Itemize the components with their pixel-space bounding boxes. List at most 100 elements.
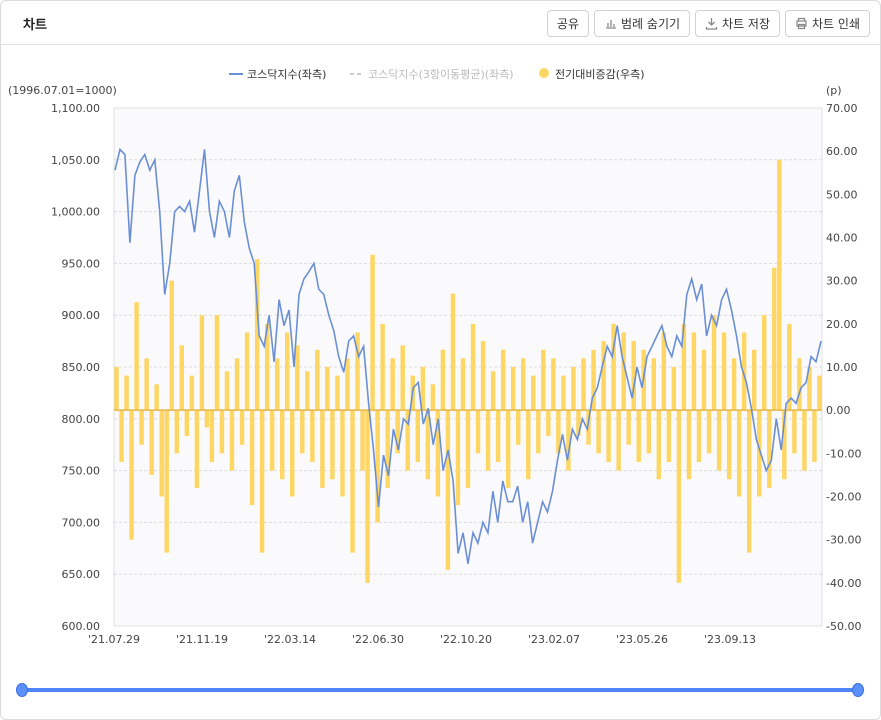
right-tick-label: -50.00	[826, 620, 861, 633]
change-bar	[746, 410, 752, 553]
change-bar	[219, 410, 225, 454]
right-tick-label: 50.00	[826, 188, 858, 201]
change-bar	[701, 349, 707, 411]
change-bar	[777, 159, 782, 411]
index-line	[114, 147, 822, 564]
x-tick-label: '22.03.14	[264, 633, 316, 646]
change-bar	[375, 410, 380, 523]
change-bar	[350, 410, 355, 553]
change-bar	[621, 332, 626, 411]
change-bar	[290, 410, 295, 497]
legend: 코스닥지수(좌측) 코스닥지수(3항이동평균)(좌측) 전기대비증감(우측)	[229, 68, 645, 81]
change-bar	[817, 375, 822, 411]
legend-item-change[interactable]: 전기대비증감(우측)	[539, 68, 645, 81]
change-bar	[345, 358, 350, 411]
change-bar	[460, 358, 466, 411]
change-bar	[526, 410, 531, 480]
change-bar	[651, 358, 656, 411]
change-bar	[149, 410, 154, 475]
change-bar	[194, 410, 200, 488]
change-bar	[315, 349, 320, 411]
change-bar	[465, 410, 471, 488]
svg-text:코스닥지수(3항이동평균)(좌측): 코스닥지수(3항이동평균)(좌측)	[368, 68, 514, 81]
change-bar	[490, 371, 496, 411]
change-bar	[531, 375, 536, 411]
hide-legend-button[interactable]: 범례 숨기기	[594, 10, 691, 37]
change-bar	[571, 367, 576, 411]
change-bar	[400, 345, 405, 411]
range-handle-start[interactable]	[16, 683, 28, 697]
right-tick-label: 20.00	[826, 318, 858, 331]
change-bar	[606, 410, 611, 462]
left-tick-label: 1,000.00	[51, 206, 100, 219]
change-bar	[129, 410, 134, 540]
legend-item-index[interactable]: 코스닥지수(좌측)	[229, 68, 326, 81]
change-bar	[561, 375, 566, 411]
range-track[interactable]	[22, 688, 858, 692]
download-icon	[705, 18, 718, 30]
change-bar	[139, 410, 144, 445]
share-button[interactable]: 공유	[546, 10, 590, 37]
change-bar	[782, 410, 787, 480]
change-bar	[430, 384, 436, 411]
change-bar	[320, 410, 325, 488]
left-tick-label: 800.00	[62, 413, 101, 426]
change-bar	[214, 315, 220, 411]
svg-text:전기대비증감(우측): 전기대비증감(우측)	[555, 68, 645, 81]
change-bar	[721, 332, 727, 411]
print-chart-button[interactable]: 차트 인쇄	[785, 10, 870, 37]
change-bar	[450, 293, 456, 411]
change-bar	[119, 410, 124, 462]
change-bar	[300, 410, 305, 454]
change-bar	[209, 410, 215, 462]
change-bar	[716, 410, 722, 471]
change-bar	[566, 410, 571, 471]
change-bar	[792, 410, 797, 454]
change-bar	[797, 358, 802, 411]
change-bar	[505, 410, 511, 488]
x-tick-label: '22.06.30	[352, 633, 404, 646]
change-bar	[440, 349, 446, 411]
left-tick-label: 850.00	[62, 361, 101, 374]
right-tick-label: 60.00	[826, 145, 858, 158]
range-handle-end[interactable]	[852, 683, 864, 697]
x-tick-label: '21.11.19	[176, 633, 228, 646]
change-bar	[596, 410, 601, 454]
change-bar	[164, 410, 169, 553]
right-tick-label: -10.00	[826, 447, 861, 460]
change-bar	[179, 345, 184, 411]
change-bar	[189, 375, 195, 411]
legend-item-moving-average[interactable]: 코스닥지수(3항이동평균)(좌측)	[350, 68, 514, 81]
change-bar	[691, 332, 697, 411]
change-bar	[244, 332, 250, 411]
change-bar	[541, 349, 546, 411]
change-bar	[234, 358, 240, 411]
left-tick-label: 700.00	[62, 516, 101, 529]
left-tick-label: 1,100.00	[51, 102, 100, 115]
x-tick-label: '23.02.07	[528, 633, 580, 646]
change-bar	[395, 410, 400, 454]
range-slider[interactable]	[16, 683, 864, 697]
right-tick-label: 30.00	[826, 275, 858, 288]
x-tick-label: '23.05.26	[616, 633, 668, 646]
change-bar	[686, 410, 692, 480]
left-tick-label: 1,050.00	[51, 154, 100, 167]
change-bar	[159, 410, 164, 497]
change-bar	[475, 410, 481, 454]
change-bar	[114, 367, 119, 411]
change-bar	[711, 315, 717, 411]
save-chart-label: 차트 저장	[722, 17, 771, 31]
left-tick-label: 900.00	[62, 309, 101, 322]
panel-title: 차트	[23, 18, 47, 33]
change-bar	[726, 410, 732, 480]
save-chart-button[interactable]: 차트 저장	[695, 10, 781, 37]
x-tick-label: '23.09.13	[704, 633, 756, 646]
change-bar	[134, 302, 139, 411]
chart-icon	[606, 20, 617, 29]
change-bar	[546, 410, 551, 437]
change-bar	[807, 367, 812, 411]
change-bar	[249, 410, 255, 506]
change-bar	[285, 332, 290, 411]
change-bar	[741, 332, 747, 411]
change-bar	[696, 410, 702, 462]
